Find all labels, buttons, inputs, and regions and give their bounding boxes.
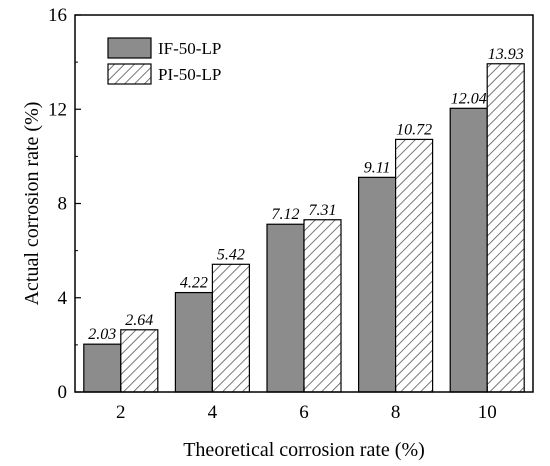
bars-layer [83,63,525,393]
x-axis-title: Theoretical corrosion rate (%) [183,439,425,461]
y-tick-label: 4 [58,288,68,309]
legend-label-if-50-lp: IF-50-LP [158,39,221,58]
x-tick-label: 8 [391,402,401,423]
data-label-pi-50-lp-4: 5.42 [217,246,245,263]
bar-if-50-lp-4 [174,291,213,393]
data-labels-layer: 2.03 2.64 4.22 5.42 7.12 7.31 9.11 10.72 12.04 13… [88,46,523,343]
data-label-if-50-lp-8: 9.11 [364,159,391,176]
y-tick-label: 8 [58,194,68,215]
y-axis-title: Actual corrosion rate (%) [21,102,43,306]
data-label-if-50-lp-6: 7.12 [272,206,300,223]
x-tick-label: 10 [478,402,497,423]
x-tick-label: 2 [116,402,126,423]
bar-if-50-lp-2 [83,343,122,393]
bar-pi-50-lp-10 [486,63,525,393]
legend-swatch-if-50-lp [107,37,152,59]
bar-if-50-lp-6 [266,223,305,393]
bar-if-50-lp-10 [449,107,488,393]
bar-pi-50-lp-6 [303,219,342,393]
legend-swatch-pi-50-lp [107,63,152,85]
bar-if-50-lp-8 [358,176,397,393]
x-tick-label: 6 [299,402,309,423]
y-tick-label: 16 [48,5,67,26]
data-label-if-50-lp-10: 12.04 [451,90,487,107]
ticks-layer: 2 4 6 8 10 0 4 8 12 16 [48,5,497,423]
legend: IF-50-LP PI-50-LP [107,37,221,85]
data-label-pi-50-lp-2: 2.64 [125,312,153,329]
y-tick-label: 0 [58,382,68,403]
legend-label-pi-50-lp: PI-50-LP [158,65,221,84]
y-tick-label: 12 [48,99,67,120]
data-label-if-50-lp-4: 4.22 [180,275,208,292]
x-tick-label: 4 [208,402,218,423]
bar-pi-50-lp-8 [395,138,434,393]
bar-pi-50-lp-2 [120,329,159,393]
bar-pi-50-lp-4 [211,263,250,393]
data-label-if-50-lp-2: 2.03 [88,326,116,343]
data-label-pi-50-lp-6: 7.31 [309,202,337,219]
data-label-pi-50-lp-10: 13.93 [488,46,524,63]
data-label-pi-50-lp-8: 10.72 [396,121,432,138]
